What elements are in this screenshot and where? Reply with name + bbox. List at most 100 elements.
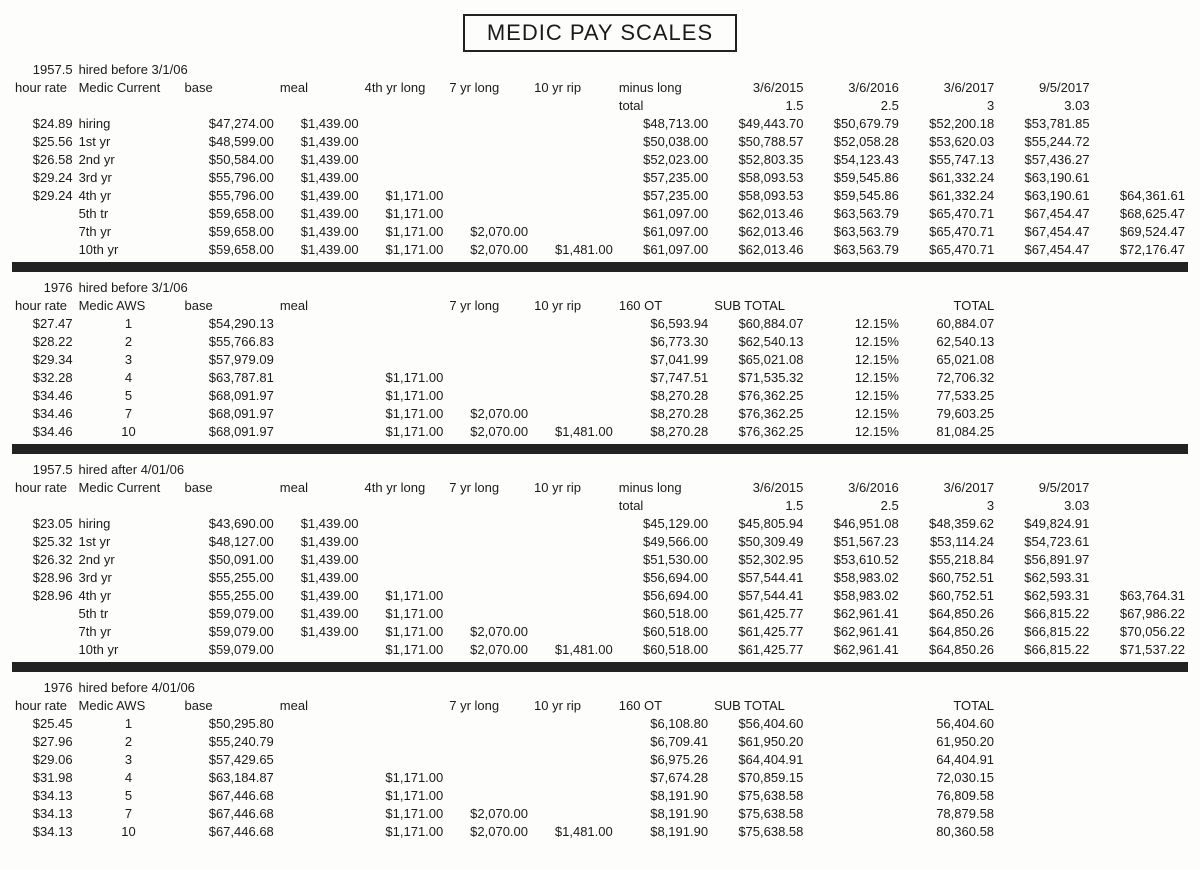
cell-blank	[997, 350, 1092, 368]
cell-d2: $59,545.86	[807, 186, 902, 204]
cell-d1: $62,013.46	[711, 240, 806, 258]
cell-7yr	[446, 550, 531, 568]
hdr-10yr: 10 yr rip	[531, 78, 616, 96]
hdr-d2: 3/6/2016	[806, 478, 901, 496]
cell-10yr	[531, 186, 616, 204]
hdr-tot: TOTAL	[902, 296, 997, 314]
cell-d2: $51,567.23	[806, 532, 901, 550]
code: 1976	[12, 678, 76, 696]
cell-7yr	[446, 586, 531, 604]
cell-d4: $66,815.22	[997, 622, 1092, 640]
cell-total: $56,694.00	[616, 586, 711, 604]
table-row: $34.137$67,446.68$1,171.00$2,070.00$8,19…	[12, 804, 1188, 822]
cell-extra	[1093, 114, 1188, 132]
cell-blank	[1093, 332, 1188, 350]
cell-label: 4th yr	[76, 186, 182, 204]
cell-4yr	[362, 150, 447, 168]
cell-rate: $34.13	[12, 822, 76, 840]
sub-v1: 1.5	[711, 496, 806, 514]
cell-label: 5th tr	[76, 604, 182, 622]
cell-blank	[997, 750, 1092, 768]
cell-rate: $25.32	[12, 532, 76, 550]
cell-blank	[1092, 750, 1188, 768]
cell-blank	[1093, 422, 1188, 440]
cell-7yr	[446, 786, 531, 804]
cell-d2: $62,961.41	[806, 604, 901, 622]
cell-10yr	[531, 514, 616, 532]
cell-10yr	[531, 404, 616, 422]
cell-blank	[1093, 314, 1188, 332]
cell-blank	[1092, 768, 1188, 786]
cell-meal	[277, 768, 362, 786]
cell-d4: $63,190.61	[997, 186, 1092, 204]
cell-sub: $56,404.60	[711, 714, 806, 732]
cell-rate	[12, 240, 76, 258]
cell-blank	[1092, 786, 1188, 804]
cell-label: 10th yr	[76, 640, 182, 658]
cell-7yr: $2,070.00	[446, 804, 531, 822]
cell-blank	[997, 404, 1092, 422]
table-row: $34.465$68,091.97$1,171.00$8,270.28$76,3…	[12, 386, 1188, 404]
cell-d3: $65,470.71	[902, 240, 997, 258]
cell-blank	[997, 768, 1092, 786]
cell-4yr	[362, 168, 447, 186]
cell-label: 3	[76, 750, 182, 768]
cell-d3: $52,200.18	[902, 114, 997, 132]
cell-7yr	[446, 386, 531, 404]
table-row: 5th tr$59,079.00$1,439.00$1,171.00$60,51…	[12, 604, 1188, 622]
cell-d2: $58,983.02	[806, 568, 901, 586]
cell-7yr: $2,070.00	[446, 640, 531, 658]
divider	[12, 444, 1188, 454]
cell-d1: $49,443.70	[711, 114, 806, 132]
cell-10yr	[531, 604, 616, 622]
cell-meal: $1,439.00	[277, 222, 362, 240]
cell-base: $63,787.81	[182, 368, 277, 386]
cell-total: 62,540.13	[902, 332, 997, 350]
table-row: $24.89hiring$47,274.00$1,439.00$48,713.0…	[12, 114, 1188, 132]
sub-v2: 2.5	[807, 96, 902, 114]
hired-label: hired before 3/1/06	[76, 60, 1188, 78]
hdr-d1: 3/6/2015	[711, 78, 806, 96]
cell-pct: 12.15%	[807, 386, 902, 404]
cell-label: 2	[76, 332, 182, 350]
cell-sub: $65,021.08	[711, 350, 806, 368]
cell-7yr	[446, 114, 531, 132]
cell-ot: $8,191.90	[616, 786, 711, 804]
hired-label: hired before 3/1/06	[76, 278, 1188, 296]
table-row: $32.284$63,787.81$1,171.00$7,747.51$71,5…	[12, 368, 1188, 386]
cell-4yr: $1,171.00	[362, 386, 447, 404]
cell-4yr	[362, 314, 447, 332]
cell-total: $60,518.00	[616, 640, 711, 658]
cell-label: 1st yr	[76, 532, 182, 550]
cell-4yr: $1,171.00	[362, 404, 447, 422]
cell-label: hiring	[76, 514, 182, 532]
cell-d4: $49,824.91	[997, 514, 1092, 532]
cell-blank	[1093, 404, 1188, 422]
cell-label: 1	[76, 714, 182, 732]
table-row: $26.582nd yr$50,584.00$1,439.00$52,023.0…	[12, 150, 1188, 168]
cell-sub: $62,540.13	[711, 332, 806, 350]
hdr-d3: 3/6/2017	[902, 478, 997, 496]
section4-table: 1976 hired before 4/01/06 hour rate Medi…	[12, 678, 1188, 840]
cell-10yr	[531, 568, 616, 586]
cell-blank	[997, 804, 1092, 822]
cell-10yr	[531, 386, 616, 404]
cell-total: 81,084.25	[902, 422, 997, 440]
cell-total: 72,706.32	[902, 368, 997, 386]
cell-total: 79,603.25	[902, 404, 997, 422]
section3-sub-row: total 1.5 2.5 3 3.03	[12, 496, 1188, 514]
hdr-meal: meal	[277, 478, 362, 496]
table-row: $25.451$50,295.80$6,108.80$56,404.6056,4…	[12, 714, 1188, 732]
cell-4yr: $1,171.00	[362, 622, 447, 640]
cell-base: $55,766.83	[182, 332, 277, 350]
cell-label: 7th yr	[76, 222, 182, 240]
cell-7yr	[446, 768, 531, 786]
cell-meal	[277, 386, 362, 404]
cell-sub: $76,362.25	[711, 404, 806, 422]
hdr-d2: 3/6/2016	[807, 78, 902, 96]
cell-d1: $50,788.57	[711, 132, 806, 150]
cell-4yr: $1,171.00	[362, 222, 447, 240]
cell-4yr: $1,171.00	[362, 368, 447, 386]
table-row: $34.135$67,446.68$1,171.00$8,191.90$75,6…	[12, 786, 1188, 804]
cell-d4: $67,454.47	[997, 222, 1092, 240]
